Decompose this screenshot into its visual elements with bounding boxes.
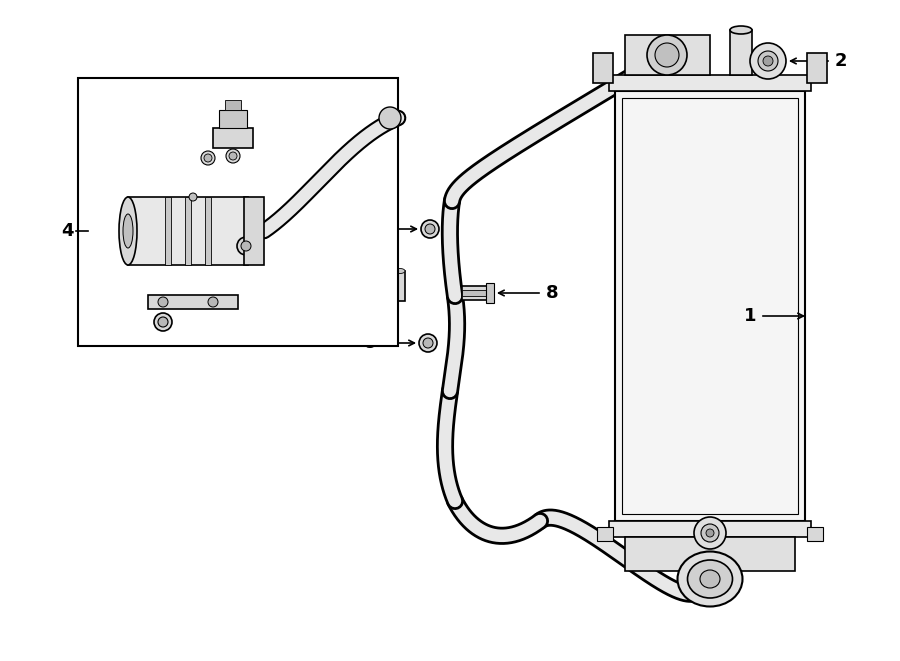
Ellipse shape [123,214,133,248]
Text: 3: 3 [768,524,780,542]
Circle shape [425,224,435,234]
Text: 10: 10 [326,272,349,290]
Bar [128,197,248,265]
Text: 11: 11 [352,220,375,238]
Bar [219,110,247,128]
Circle shape [237,237,255,255]
Text: 4: 4 [61,222,74,240]
Circle shape [154,313,172,331]
Text: 8: 8 [546,284,559,302]
Text: 9: 9 [364,334,377,352]
Bar [625,537,795,571]
Bar [615,91,805,521]
Text: 2: 2 [835,52,848,70]
Ellipse shape [678,551,742,607]
Ellipse shape [730,26,752,34]
Text: 6: 6 [174,237,186,255]
Circle shape [419,334,437,352]
Circle shape [421,220,439,238]
Bar [609,75,811,91]
Circle shape [379,107,401,129]
Bar [807,53,827,83]
Bar [807,527,823,541]
Circle shape [647,35,687,75]
Circle shape [763,56,773,66]
Circle shape [189,193,197,201]
Text: 5: 5 [303,124,316,142]
Circle shape [229,152,237,160]
Ellipse shape [119,197,137,265]
Bar [244,197,264,265]
Circle shape [694,517,726,549]
Circle shape [423,338,433,348]
Bar [462,290,490,296]
Bar [165,197,171,265]
Circle shape [208,297,218,307]
Text: 1: 1 [743,307,756,325]
Circle shape [204,154,212,162]
Bar [225,100,241,110]
Bar [395,271,405,301]
Bar [486,283,494,303]
Circle shape [758,51,778,71]
Bar [462,286,490,300]
Bar [205,197,211,265]
Circle shape [226,149,240,163]
Bar [593,53,613,83]
Circle shape [706,529,714,537]
Bar [213,128,253,148]
Text: 7: 7 [95,313,108,331]
Circle shape [750,43,786,79]
Ellipse shape [395,268,405,274]
Circle shape [158,317,168,327]
Circle shape [655,43,679,67]
Bar [730,30,752,75]
Bar [185,197,191,265]
Bar [78,78,398,346]
Bar [625,35,710,75]
Ellipse shape [700,570,720,588]
Bar [609,521,811,537]
Bar [622,98,798,514]
Ellipse shape [688,560,733,598]
Bar [148,295,238,309]
Circle shape [701,524,719,542]
Circle shape [201,151,215,165]
Bar [597,527,613,541]
Circle shape [158,297,168,307]
Circle shape [241,241,251,251]
